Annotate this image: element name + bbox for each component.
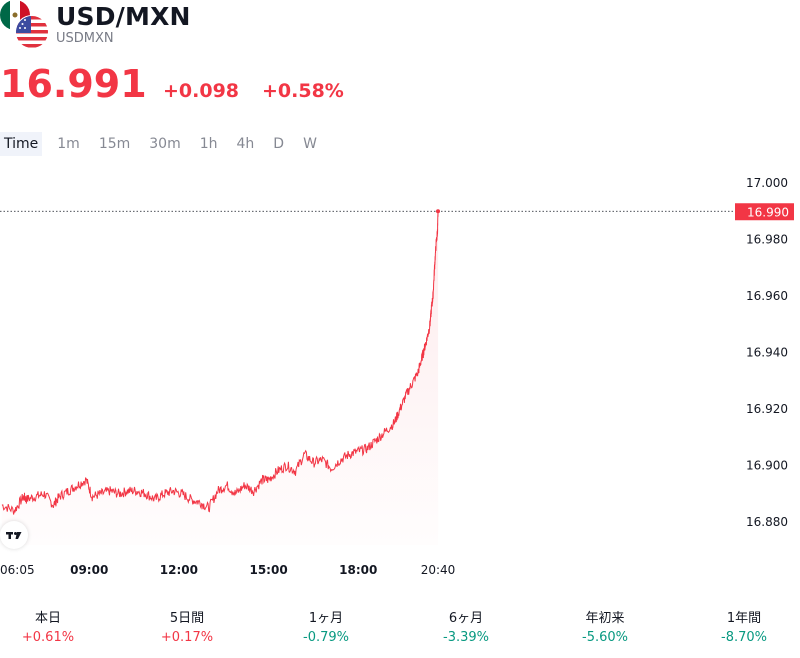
- us-flag-icon: [15, 15, 49, 49]
- perf-value: +0.61%: [21, 630, 75, 645]
- tradingview-logo-icon[interactable]: [0, 521, 28, 549]
- last-price: 16.991: [0, 62, 147, 106]
- last-point[interactable]: [436, 209, 440, 214]
- interval-time[interactable]: Time: [0, 132, 43, 156]
- last-price-badge: [735, 203, 794, 221]
- interval-4h[interactable]: 4h: [236, 136, 255, 152]
- x-tick-label: 09:00: [70, 563, 108, 577]
- perf-6m[interactable]: 6ヶ月 -3.39%: [406, 610, 526, 648]
- price-chart[interactable]: 17.000 16.980 16.960 16.940 16.920 16.900 16.8…: [0, 170, 800, 590]
- y-tick-label: 16.980: [746, 233, 788, 247]
- interval-15m[interactable]: 15m: [98, 136, 131, 152]
- perf-ytd[interactable]: 年初来 -5.60%: [545, 610, 665, 648]
- series-area-fill: [1, 211, 439, 546]
- y-tick-label: 16.940: [746, 346, 788, 360]
- x-tick-label: 15:00: [249, 563, 287, 577]
- y-tick-label: 16.920: [746, 402, 788, 416]
- x-tick-label: 18:00: [339, 563, 377, 577]
- interval-selector: Time 1m 15m 30m 1h 4h D W: [0, 132, 332, 156]
- perf-5d[interactable]: 5日間 +0.17%: [127, 610, 247, 648]
- interval-d[interactable]: D: [273, 136, 285, 152]
- perf-1y[interactable]: 1年間 -8.70%: [684, 610, 800, 648]
- perf-value: +0.17%: [160, 630, 214, 645]
- series-line[interactable]: [1, 211, 439, 515]
- price-change: +0.098: [163, 80, 240, 102]
- perf-label: 6ヶ月: [448, 611, 484, 626]
- perf-value: -5.60%: [582, 630, 628, 645]
- x-tick-label: 20:40: [421, 563, 456, 577]
- perf-1m[interactable]: 1ヶ月 -0.79%: [266, 610, 386, 648]
- x-tick-label: 12:00: [160, 563, 198, 577]
- interval-1m[interactable]: 1m: [57, 136, 80, 152]
- y-tick-label: 16.960: [746, 289, 788, 303]
- symbol-title: USD/MXN: [56, 2, 191, 31]
- perf-label: 本日: [34, 611, 61, 626]
- price-change-percent: +0.58%: [262, 80, 344, 102]
- currency-flags: [0, 0, 50, 50]
- perf-label: 5日間: [169, 611, 205, 626]
- interval-w[interactable]: W: [303, 136, 317, 152]
- mexico-flag-icon: [0, 0, 30, 30]
- perf-value: -8.70%: [721, 630, 767, 645]
- y-tick-label: 17.000: [746, 176, 788, 190]
- perf-label: 1ヶ月: [308, 611, 344, 626]
- x-tick-label: 06:05: [0, 563, 35, 577]
- performance-row: 本日 +0.61% 5日間 +0.17% 1ヶ月 -0.79% 6ヶ月 -3.3…: [0, 610, 800, 650]
- y-tick-label: 16.880: [746, 515, 788, 529]
- perf-label: 1年間: [726, 611, 762, 626]
- interval-1h[interactable]: 1h: [199, 136, 218, 152]
- perf-value: -3.39%: [443, 630, 489, 645]
- symbol-ticker: USDMXN: [56, 31, 114, 46]
- perf-today[interactable]: 本日 +0.61%: [0, 610, 108, 648]
- perf-value: -0.79%: [303, 630, 349, 645]
- perf-label: 年初来: [585, 611, 625, 626]
- y-tick-label: 16.900: [746, 459, 788, 473]
- interval-30m[interactable]: 30m: [149, 136, 181, 152]
- last-price-label: 16.990: [747, 205, 789, 219]
